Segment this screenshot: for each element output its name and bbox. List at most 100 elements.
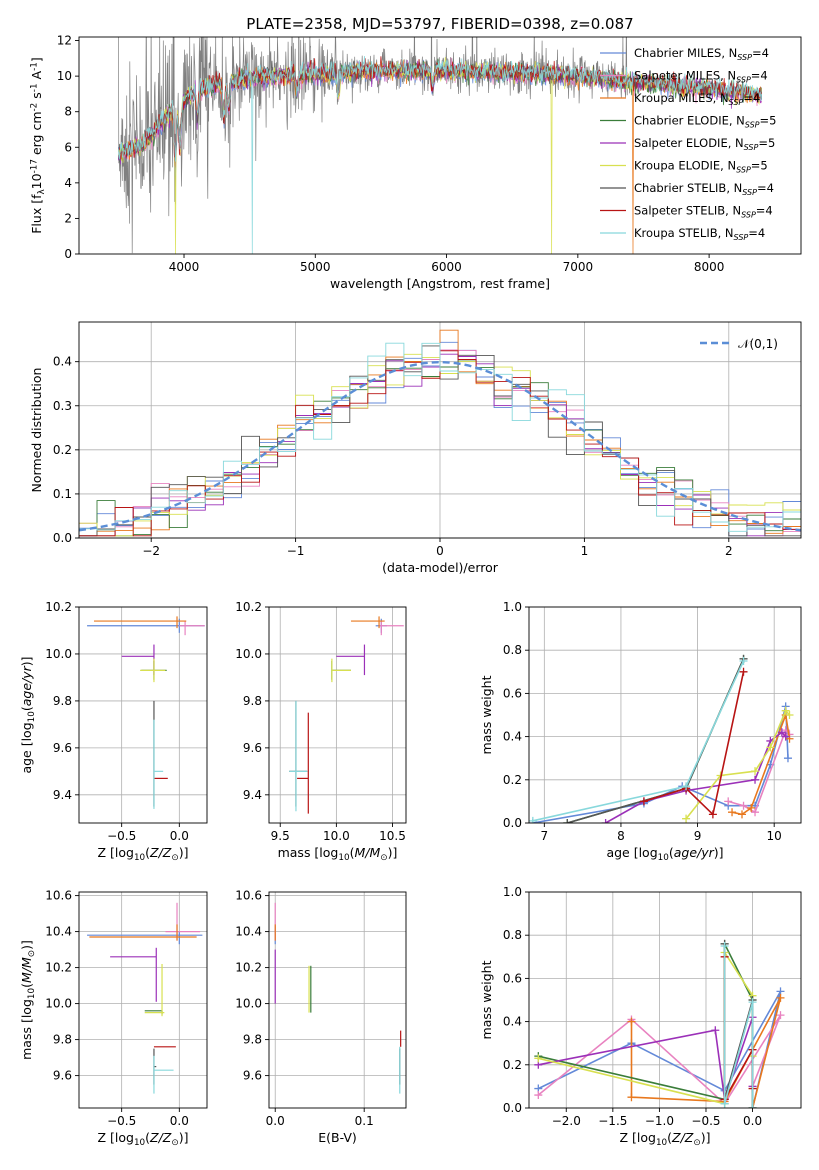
y-tick-label-1: 9.6 <box>53 741 72 755</box>
x-tick-label-0: 0.0 <box>266 1114 285 1128</box>
y-tick-label-3: 0.6 <box>503 971 522 985</box>
errorbar-2 <box>89 924 197 941</box>
y-tick-label-3: 0.3 <box>53 399 72 413</box>
x-tick-label-2: 10.5 <box>379 829 406 843</box>
series-marker-8-2 <box>748 998 757 1007</box>
panel-age-vs-Z: −0.5 0.0 9.4 9.6 9.8 10.0 10.2 Z [log10(Z/Z⊙)] a… <box>19 600 208 863</box>
y-tick-label-0: 0.0 <box>503 1101 522 1115</box>
histogram-6 <box>79 345 801 538</box>
y-tick-label-3: 10.2 <box>45 961 72 975</box>
series-marker-5-5 <box>785 711 794 719</box>
y-tick-label-0: 9.6 <box>243 1069 262 1083</box>
legend-label-6: Chabrier STELIB, NSSP=4 <box>634 181 774 197</box>
series-marker-5-3 <box>766 743 775 752</box>
legend-label-5: Kroupa ELODIE, NSSP=5 <box>634 159 768 175</box>
errorbar-6 <box>289 700 308 807</box>
x-axis-label: Z [log10(Z/Z⊙)] <box>619 1130 710 1148</box>
x-axis-label: E(B-V) <box>318 1130 357 1145</box>
x-axis-label: Z [log10(Z/Z⊙)] <box>97 1130 188 1148</box>
series-line-8 <box>723 946 754 1108</box>
x-tick-label-0: 4000 <box>169 260 200 274</box>
plot-area <box>534 939 785 1108</box>
x-tick-label-0: 7 <box>541 829 549 843</box>
y-tick-label-4: 0.8 <box>503 643 522 657</box>
plot-area <box>118 37 762 254</box>
series-marker-0-7 <box>783 754 792 763</box>
y-tick-label-3: 10.0 <box>45 647 72 661</box>
errorbar-5 <box>140 658 166 683</box>
y-tick-label-2: 0.4 <box>503 1015 522 1029</box>
y-tick-label-5: 1.0 <box>503 600 522 614</box>
series-line-7 <box>643 671 745 816</box>
residual-legend: 𝒩(0,1) <box>700 337 778 351</box>
series-marker-4-5 <box>777 728 786 737</box>
series-marker-2-0 <box>627 1017 636 1026</box>
panel-mass-vs-ebv: 0.0 0.1 9.6 9.8 10.0 10.2 10.4 10.6 E(B-V) <box>235 889 407 1145</box>
x-axis-label: (data-model)/error <box>382 560 499 575</box>
plot-area <box>79 329 801 538</box>
panel-massweight-vs-age: 7 8 9 10 0.0 0.2 0.4 0.6 0.8 1.0 age [log10(age/yr… <box>479 600 802 863</box>
figure-title: PLATE=2358, MJD=53797, FIBERID=0398, z=0… <box>246 15 633 33</box>
x-tick-label-1: −1.5 <box>598 1114 627 1128</box>
panel-residuals: −2 −1 0 1 2 0.0 0.1 0.2 0.3 0.4 (data-model)/error… <box>29 321 802 575</box>
y-tick-label-0: 0.0 <box>503 816 522 830</box>
series-marker-7-3 <box>739 667 748 676</box>
axes-frame <box>268 606 407 824</box>
y-tick-label-5: 1.0 <box>503 885 522 899</box>
series-line-0 <box>532 706 789 823</box>
series-marker-4-1 <box>711 1026 720 1035</box>
legend-label-0: Chabrier MILES, NSSP=4 <box>634 46 769 62</box>
plot-area <box>289 616 404 814</box>
x-tick-label-1: 8 <box>617 829 625 843</box>
y-tick-label-3: 10.2 <box>235 961 262 975</box>
legend-label-2: Kroupa MILES, NSSP=4 <box>634 91 760 107</box>
plot-area <box>87 616 205 809</box>
y-axis-label: mass weight <box>479 675 494 754</box>
series-marker-8-3 <box>748 1104 757 1108</box>
x-axis-label: mass [log10(M/M⊙)] <box>278 845 398 863</box>
y-tick-label-4: 0.4 <box>53 355 72 369</box>
y-tick-label-4: 0.8 <box>503 928 522 942</box>
series-marker-8-0 <box>720 942 729 950</box>
x-tick-label-1: 0.0 <box>170 829 189 843</box>
x-tick-label-3: 1 <box>581 544 589 558</box>
y-tick-label-2: 4 <box>64 176 72 190</box>
axes-frame <box>78 891 208 1109</box>
axes-frame <box>528 891 802 1109</box>
series-line-4 <box>538 1017 754 1100</box>
panel-age-vs-mass: 9.5 10.0 10.5 9.4 9.6 9.8 10.0 10.2 mass [log10(… <box>235 600 407 863</box>
legend-label-1: Salpeter MILES, NSSP=4 <box>634 69 768 85</box>
series-marker-1-3 <box>776 1011 785 1020</box>
series-marker-8-0 <box>529 816 537 823</box>
legend-label-7: Salpeter STELIB, NSSP=4 <box>634 204 773 220</box>
panels: 4000 5000 6000 7000 8000024681012wavelength … <box>19 34 802 1148</box>
plot-area <box>529 654 794 823</box>
x-tick-label-0: −0.5 <box>107 1114 136 1128</box>
y-tick-label-1: 9.8 <box>243 1033 262 1047</box>
y-tick-label-1: 0.2 <box>503 1058 522 1072</box>
y-axis-label: mass weight <box>479 960 494 1039</box>
errorbar-2 <box>350 616 385 629</box>
x-tick-label-1: 0.0 <box>170 1114 189 1128</box>
errorbar-1 <box>179 621 205 636</box>
series-line-4 <box>605 731 787 823</box>
y-tick-label-0: 0.0 <box>53 531 72 545</box>
series-line-3 <box>538 943 754 1108</box>
series-marker-6-0 <box>563 819 572 823</box>
series-marker-2-1 <box>627 1093 636 1102</box>
y-tick-label-2: 0.2 <box>53 443 72 457</box>
x-tick-label-1: 0.1 <box>355 1114 374 1128</box>
x-tick-label-3: 7000 <box>563 260 594 274</box>
normal-reference-curve <box>79 360 801 532</box>
legend-label-normal: 𝒩(0,1) <box>738 337 778 351</box>
x-tick-label-4: 8000 <box>694 260 725 274</box>
x-tick-label-2: 0 <box>436 544 444 558</box>
series-marker-1-1 <box>739 801 748 810</box>
x-tick-label-0: −2.0 <box>552 1114 581 1128</box>
series-marker-1-0 <box>534 1091 543 1100</box>
x-tick-label-1: −1 <box>287 544 305 558</box>
plot-area <box>274 902 402 1094</box>
x-tick-label-1: 10.0 <box>323 829 350 843</box>
y-tick-label-3: 6 <box>64 140 72 154</box>
